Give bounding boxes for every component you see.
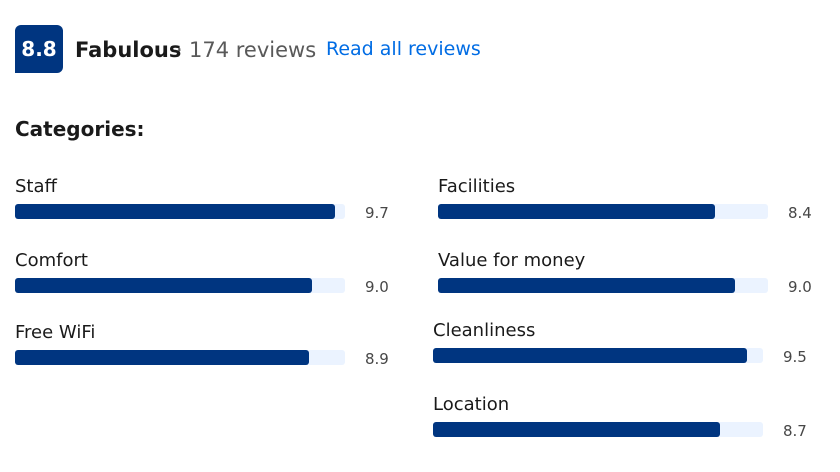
- score-value: 9.0: [788, 278, 812, 296]
- bar-track: [438, 278, 768, 293]
- category-name: Free WiFi: [15, 322, 96, 343]
- bar-track: [438, 204, 768, 219]
- score-badge: 8.8: [15, 25, 63, 73]
- score-value: 8.9: [365, 350, 389, 368]
- category-name: Value for money: [438, 250, 586, 271]
- score-value: 9.0: [365, 278, 389, 296]
- bar-track: [15, 278, 345, 293]
- bar-track: [15, 350, 345, 365]
- bar-fill: [15, 204, 336, 219]
- bar-track: [15, 204, 345, 219]
- bar-track: [433, 348, 763, 363]
- category-name: Cleanliness: [433, 320, 536, 341]
- category-name: Comfort: [15, 250, 88, 271]
- review-count: 174 reviews: [189, 38, 317, 62]
- bar-fill: [438, 278, 735, 293]
- bar-fill: [438, 204, 716, 219]
- bar-fill: [15, 278, 312, 293]
- bar-track: [433, 422, 763, 437]
- bar-fill: [433, 422, 721, 437]
- category-name: Facilities: [438, 176, 516, 197]
- category-name: Location: [433, 394, 510, 415]
- score-value: 9.5: [783, 348, 807, 366]
- bar-fill: [433, 348, 747, 363]
- category-name: Staff: [15, 176, 57, 197]
- score-value: 8.4: [788, 204, 812, 222]
- categories-title: Categories:: [15, 117, 145, 141]
- bar-fill: [15, 350, 309, 365]
- score-value: 9.7: [365, 204, 389, 222]
- rating-text: Fabulous: [75, 38, 182, 62]
- read-reviews-link[interactable]: Read all reviews: [326, 38, 481, 60]
- score-value: 8.7: [783, 422, 807, 440]
- separator: ·: [176, 38, 183, 62]
